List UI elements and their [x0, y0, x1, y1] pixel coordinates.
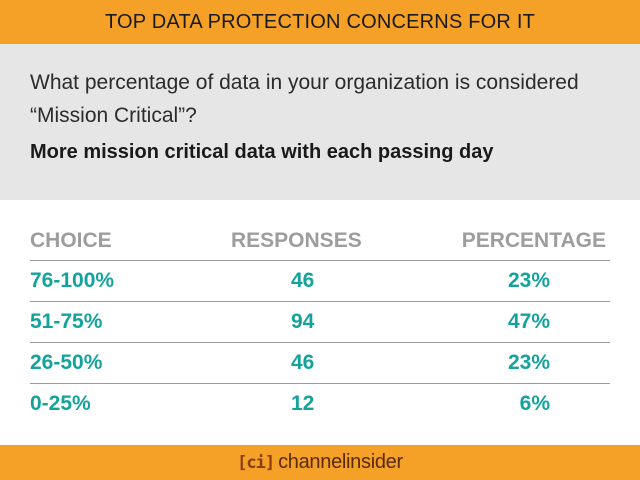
responses-cell: 46 — [230, 342, 420, 384]
choice-cell: 26-50% — [30, 342, 230, 384]
footer-bar: [ci] channelinsider — [0, 445, 640, 480]
column-header-percentage: PERCENTAGE — [420, 222, 610, 261]
title-bar: TOP DATA PROTECTION CONCERNS FOR IT — [0, 0, 640, 44]
choice-cell: 76-100% — [30, 260, 230, 302]
table-row: 0-25% 12 6% — [30, 384, 610, 425]
subheadline: More mission critical data with each pas… — [30, 141, 494, 163]
column-header-choice: CHOICE — [30, 222, 230, 261]
results-table: CHOICE RESPONSES PERCENTAGE 76-100% 46 2… — [30, 222, 610, 424]
survey-question: What percentage of data in your organiza… — [30, 71, 579, 127]
column-header-responses: RESPONSES — [230, 222, 420, 261]
responses-cell: 94 — [230, 301, 420, 343]
logo-wordmark: channelinsider — [278, 451, 403, 473]
responses-cell: 12 — [291, 392, 315, 415]
percentage-cell: 23% — [420, 260, 610, 302]
percentage-cell: 47% — [420, 301, 610, 343]
choice-cell: 51-75% — [30, 301, 230, 343]
table-header-row: CHOICE RESPONSES PERCENTAGE — [30, 222, 610, 261]
table-row: 26-50% 46 23% — [30, 342, 610, 384]
channel-insider-logo: [ci] channelinsider — [237, 451, 403, 474]
ci-logo-mark: [ci] — [237, 452, 275, 473]
question-panel: What percentage of data in your organiza… — [0, 44, 640, 200]
page-title: TOP DATA PROTECTION CONCERNS FOR IT — [105, 10, 535, 33]
percentage-cell: 6% — [519, 392, 550, 415]
table-row: 51-75% 94 47% — [30, 301, 610, 343]
percentage-cell: 23% — [420, 342, 610, 384]
table-row: 76-100% 46 23% — [30, 260, 610, 302]
choice-cell: 0-25% — [30, 392, 91, 415]
responses-cell: 46 — [230, 260, 420, 302]
